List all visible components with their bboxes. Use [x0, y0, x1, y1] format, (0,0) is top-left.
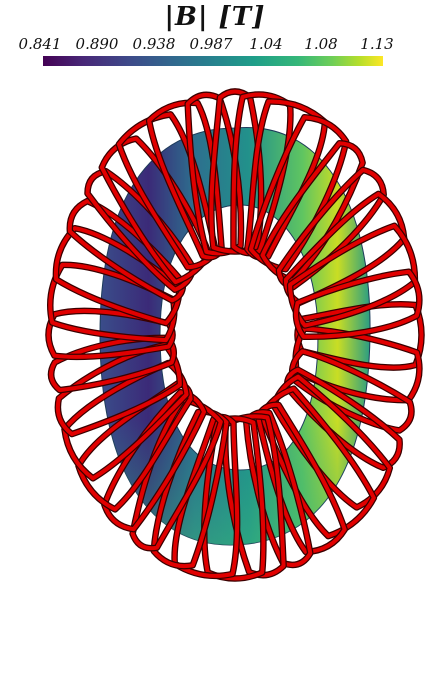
coil	[294, 269, 422, 339]
coil	[49, 335, 176, 393]
coil	[283, 191, 407, 305]
coil	[285, 367, 402, 470]
colorbar-tick: 0.938	[132, 35, 176, 53]
coil	[288, 223, 417, 328]
coil	[223, 414, 286, 578]
coil	[151, 409, 229, 568]
coil	[46, 308, 175, 359]
coil	[55, 342, 182, 437]
coil	[62, 361, 189, 481]
coil	[276, 167, 386, 290]
coil	[48, 262, 177, 343]
coil	[53, 226, 182, 326]
coil	[202, 416, 266, 581]
coil	[290, 349, 414, 433]
colorbar-tick: 1.13	[360, 35, 394, 53]
coil	[130, 397, 223, 551]
colorbar-title: |B| [T]	[164, 2, 266, 32]
coil	[260, 141, 365, 283]
colorbar-tick: 0.987	[189, 35, 233, 53]
colorbar-tick: 1.04	[249, 35, 283, 53]
colorbar-tick: 1.08	[304, 35, 338, 53]
coil	[76, 381, 193, 512]
coil	[102, 390, 206, 532]
coil	[85, 169, 196, 292]
coil	[67, 199, 185, 303]
coil-set	[45, 88, 425, 582]
colorbar-tick: 0.841	[18, 35, 62, 53]
colorbar	[43, 56, 383, 66]
coil	[248, 115, 349, 272]
colorbar-tick: 0.890	[75, 35, 119, 53]
